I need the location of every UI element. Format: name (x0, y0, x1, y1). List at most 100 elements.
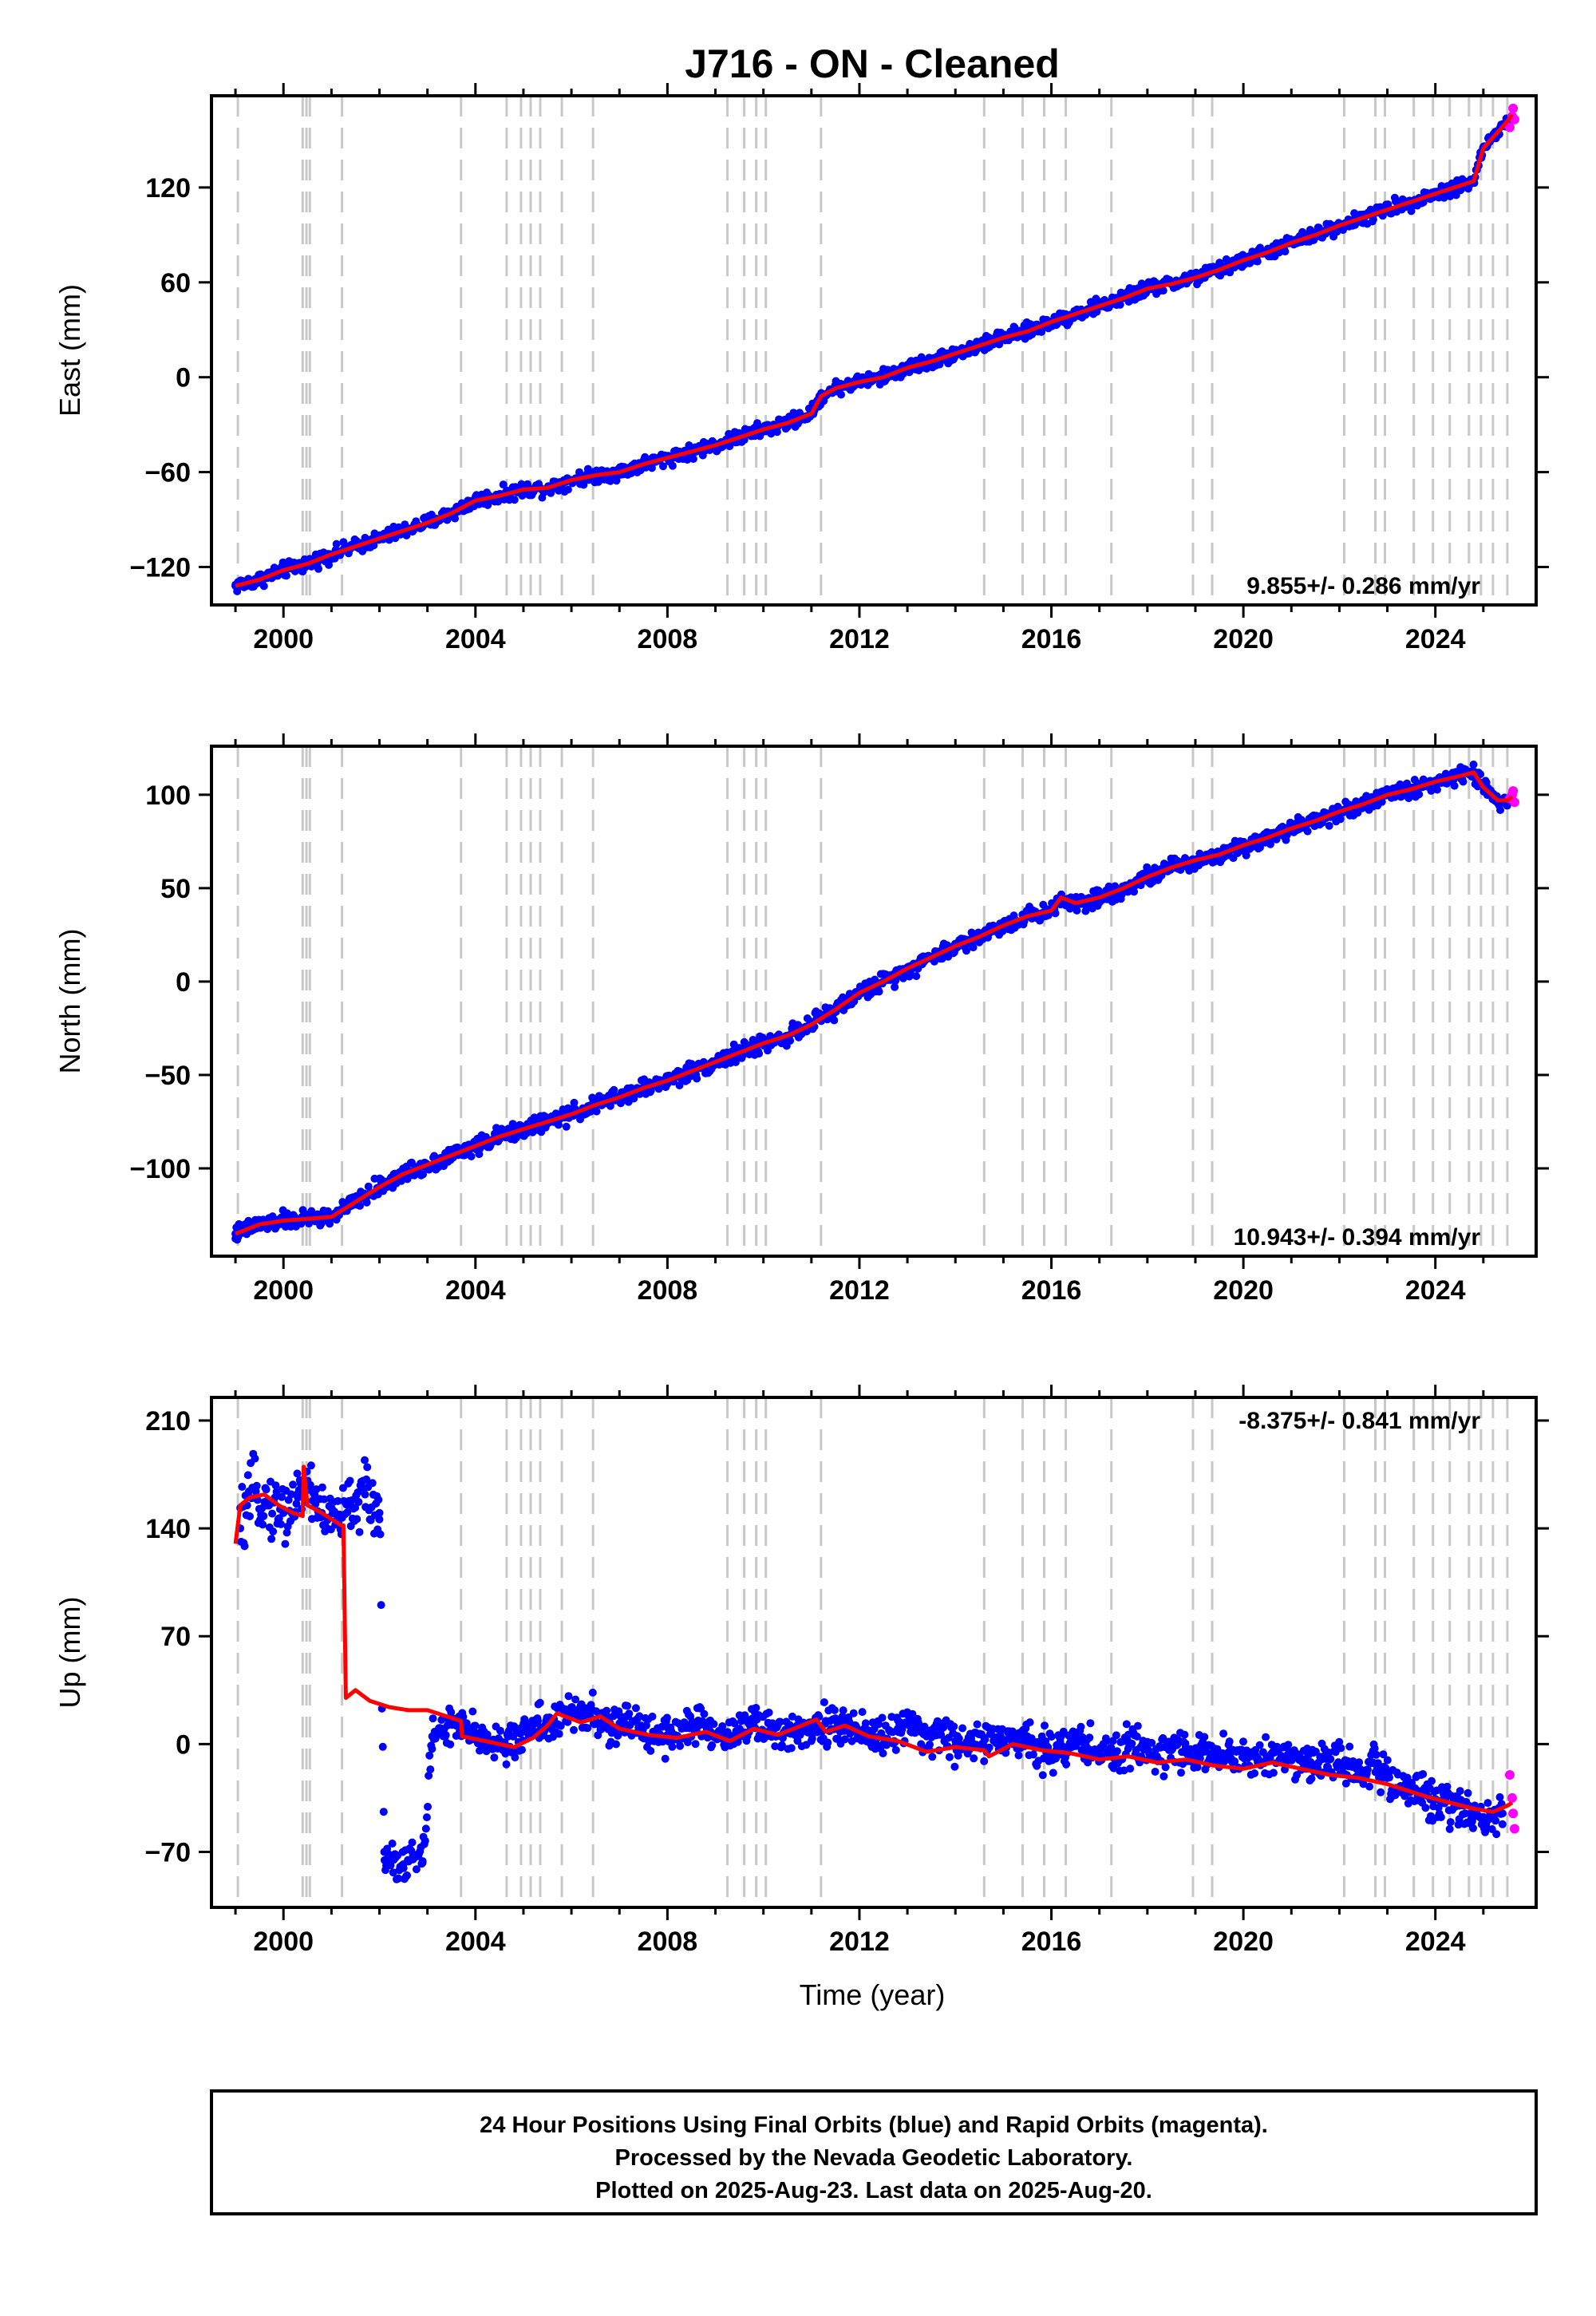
up-final-point (362, 1475, 371, 1484)
up-x-tick-label: 2016 (1021, 1927, 1082, 1957)
north-x-tick-label: 2016 (1021, 1275, 1082, 1306)
up-final-point (389, 1856, 398, 1864)
up-final-point (1086, 1719, 1095, 1728)
east-model-line (235, 113, 1514, 588)
up-final-point (379, 1808, 388, 1816)
up-final-point (275, 1514, 283, 1523)
up-final-point (994, 1737, 1003, 1745)
north-x-tick-label: 2004 (445, 1275, 506, 1306)
north-final-point (570, 1098, 579, 1107)
up-final-point (1148, 1738, 1156, 1747)
up-final-point (238, 1483, 247, 1491)
up-final-point (1469, 1824, 1477, 1832)
up-final-point (278, 1492, 286, 1501)
up-final-point (1180, 1730, 1189, 1739)
north-final-point (755, 1049, 764, 1058)
up-final-point (945, 1753, 954, 1761)
east-x-tick-label: 2024 (1405, 624, 1466, 654)
up-final-point (1428, 1777, 1436, 1785)
east-y-tick-label: 0 (176, 363, 191, 393)
north-final-point (364, 1182, 373, 1191)
east-rate-label: 9.855+/- 0.286 mm/yr (1246, 573, 1480, 599)
up-final-point (1219, 1729, 1228, 1738)
up-final-point (293, 1469, 302, 1478)
up-final-point (292, 1500, 301, 1508)
up-final-point (361, 1490, 369, 1499)
north-final-point (1266, 840, 1274, 848)
up-final-point (428, 1732, 437, 1741)
up-final-point (764, 1708, 773, 1717)
footer-box: 24 Hour Positions Using Final Orbits (bl… (210, 2089, 1538, 2215)
up-final-point (973, 1720, 982, 1729)
up-final-point (1337, 1744, 1345, 1753)
up-final-point (375, 1515, 384, 1524)
north-final-point (467, 1152, 476, 1160)
up-final-point (277, 1520, 285, 1528)
east-final-point (683, 456, 692, 464)
up-final-point (1133, 1721, 1142, 1730)
up-final-point (606, 1725, 614, 1733)
north-final-point (610, 1085, 618, 1094)
up-final-point (271, 1481, 280, 1490)
up-final-point (346, 1501, 355, 1510)
north-x-tick-label: 2024 (1405, 1275, 1466, 1306)
east-x-tick-label: 2020 (1213, 624, 1274, 654)
up-final-point (471, 1721, 480, 1730)
up-final-point (259, 1512, 268, 1520)
up-final-point (752, 1704, 760, 1712)
up-final-point (418, 1857, 427, 1866)
up-final-point (361, 1456, 369, 1464)
up-panel: 2000 2004 2008 2012 2016 2020 2024−70070140210… (53, 1385, 1549, 1957)
up-final-point (282, 1528, 291, 1537)
up-final-point (922, 1732, 931, 1741)
up-x-tick-label: 2004 (445, 1927, 506, 1957)
up-final-point (735, 1725, 744, 1733)
up-final-point (1047, 1733, 1056, 1741)
up-final-point (878, 1713, 887, 1722)
north-final-point (1256, 843, 1264, 852)
east-panel: 2000 2004 2008 2012 2016 2020 2024−120−6006012… (53, 83, 1549, 654)
up-final-point (1239, 1737, 1247, 1746)
up-final-point (1255, 1741, 1264, 1749)
up-final-point (820, 1698, 828, 1706)
north-final-point (912, 972, 921, 981)
north-final-point (1450, 781, 1459, 790)
up-final-point (1268, 1749, 1277, 1757)
north-final-point (830, 1016, 839, 1025)
up-final-point (777, 1741, 786, 1749)
up-final-point (730, 1719, 739, 1728)
up-final-point (338, 1484, 347, 1492)
up-final-point (692, 1721, 701, 1730)
up-final-point (1419, 1770, 1428, 1778)
up-final-point (246, 1512, 254, 1520)
up-final-point (403, 1871, 411, 1879)
up-final-point (1193, 1763, 1202, 1772)
up-final-point (1038, 1771, 1047, 1780)
up-final-point (1159, 1772, 1168, 1780)
up-final-point (1138, 1740, 1147, 1749)
east-final-point (1159, 287, 1167, 295)
north-final-point (1325, 821, 1333, 830)
up-final-point (272, 1488, 281, 1496)
up-final-point (287, 1490, 295, 1499)
up-final-point (437, 1716, 446, 1724)
up-final-point (408, 1838, 417, 1847)
north-final-point (1303, 827, 1312, 836)
north-y-tick-label: 50 (160, 874, 191, 904)
up-final-point (646, 1746, 655, 1755)
up-final-point (1325, 1755, 1334, 1764)
footer-line-3: Plotted on 2025-Aug-23. Last data on 202… (595, 2178, 1152, 2203)
north-rapid-point (1508, 786, 1519, 796)
up-final-point (1372, 1750, 1381, 1759)
up-final-point (928, 1753, 937, 1761)
north-final-point (1242, 851, 1250, 860)
up-final-point (519, 1727, 527, 1736)
up-final-point (709, 1720, 718, 1729)
north-final-point (1336, 815, 1345, 824)
up-final-point (426, 1765, 435, 1774)
up-model-line (233, 1464, 1514, 1814)
up-final-point (251, 1454, 259, 1463)
up-final-point (1436, 1813, 1445, 1821)
east-final-point (259, 582, 268, 591)
east-y-tick-label: 120 (145, 173, 191, 204)
